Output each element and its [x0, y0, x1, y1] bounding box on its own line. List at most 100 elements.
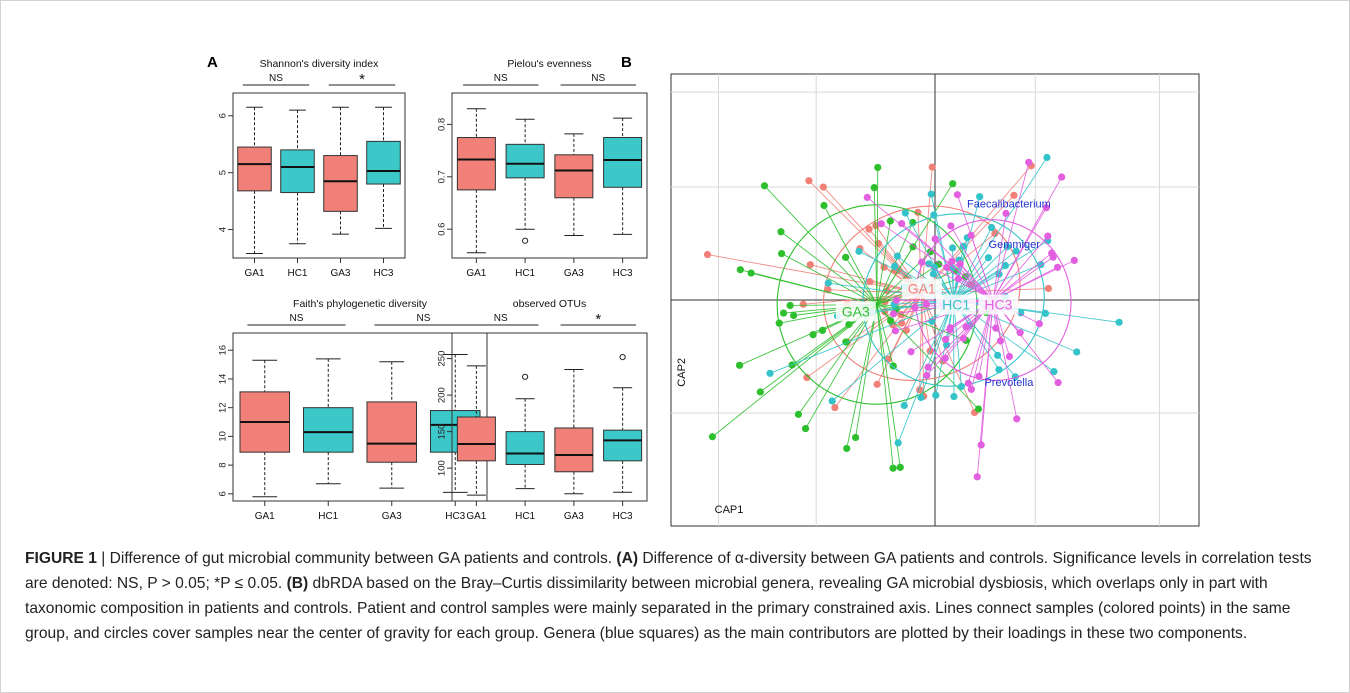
sample-point	[901, 209, 909, 217]
sample-point	[957, 382, 966, 391]
sample-point	[775, 319, 783, 327]
sample-point	[941, 354, 949, 362]
spider-line	[921, 293, 975, 413]
spider-line	[798, 304, 878, 415]
box-body	[603, 429, 643, 462]
spider-line	[934, 238, 994, 301]
y-tick-label: 0.7	[437, 170, 448, 183]
sample-point	[766, 369, 774, 377]
spider-line	[764, 185, 878, 305]
sample-point	[736, 266, 744, 274]
sample-point	[865, 225, 873, 233]
genus-label: Prevotella	[984, 377, 1034, 389]
y-tick-label: 8	[218, 462, 229, 467]
group-label: GA1	[908, 281, 936, 297]
box-body	[505, 143, 545, 179]
x-tick-label: HC1	[318, 511, 338, 522]
sample-point	[801, 424, 810, 433]
y-tick-label: 6	[218, 491, 229, 496]
sample-point	[956, 260, 964, 268]
box-ga1: GA1	[237, 106, 272, 279]
chart-title: Pielou's evenness	[507, 58, 591, 70]
sample-point	[927, 190, 935, 198]
group-label: HC1	[942, 297, 970, 313]
outlier-point	[619, 354, 626, 361]
spider-line	[855, 304, 878, 438]
sample-point	[1073, 348, 1081, 356]
caption-b-label: (B)	[286, 575, 309, 592]
box-hc1: HC1	[302, 358, 354, 522]
label-background	[936, 294, 977, 315]
sample-point	[819, 183, 827, 191]
panel-a-label: A	[207, 54, 218, 71]
x-tick-label: GA1	[255, 511, 275, 522]
y-tick-label: 16	[218, 345, 229, 356]
sample-point	[809, 331, 817, 339]
spider-line	[953, 265, 1006, 301]
sample-point	[1115, 318, 1123, 326]
caption-a-label: (A)	[616, 550, 639, 567]
sample-point	[756, 388, 764, 396]
sample-point	[863, 193, 871, 201]
spider-line	[876, 183, 954, 305]
caption-text-2: Difference of α-diversity between GA pat…	[25, 550, 1312, 592]
spider-line	[887, 293, 923, 360]
spider-line	[919, 293, 923, 390]
box-hc1: HC1	[505, 118, 545, 279]
x-tick-label: HC1	[515, 268, 535, 279]
significance-label: *	[595, 311, 601, 328]
box-body	[554, 427, 594, 473]
sample-point	[1058, 173, 1066, 181]
sample-point	[889, 310, 898, 318]
outlier-point	[522, 373, 529, 380]
sample-point	[896, 463, 904, 471]
sample-point	[948, 257, 956, 265]
group-ellipse	[862, 213, 1045, 387]
sample-point	[1012, 247, 1020, 255]
caption-text-1: Difference of gut microbial community be…	[109, 550, 617, 567]
centroid-label-ga3: GA3	[835, 301, 876, 322]
spider-line	[953, 264, 1041, 301]
sample-point	[922, 300, 930, 308]
chart-title: observed OTUs	[513, 298, 587, 310]
label-background	[901, 278, 942, 299]
plot-frame	[451, 92, 648, 259]
sample-point	[974, 405, 983, 413]
sample-point	[995, 366, 1003, 374]
box-hc3: HC3	[366, 106, 401, 279]
sample-point	[1043, 153, 1051, 162]
significance-label: NS	[494, 73, 508, 84]
sample-point	[788, 361, 796, 369]
spider-line	[950, 225, 994, 301]
box-body	[366, 401, 418, 463]
sample-point	[984, 254, 993, 262]
spider-line	[845, 257, 878, 305]
y-tick-label: 5	[218, 170, 229, 175]
centroid-label-ga1: GA1	[901, 278, 942, 299]
spider-line	[992, 235, 1049, 301]
spider-line	[707, 254, 922, 294]
sample-point	[894, 439, 902, 447]
sample-point	[892, 296, 901, 304]
box-body	[456, 416, 496, 462]
caption-separator: |	[96, 550, 110, 567]
spider-line	[780, 231, 878, 305]
spider-line	[876, 220, 891, 305]
sample-point	[987, 223, 996, 232]
y-tick-label: 250	[437, 351, 448, 367]
y-tick-label: 14	[218, 374, 229, 385]
x-tick-label: HC1	[287, 268, 307, 279]
spider-line	[831, 299, 954, 402]
sample-point	[964, 379, 972, 387]
dbrda-panel: GA1 GA3 HC1 HC3 Faecalibacterium Gemmiger Prev…	[670, 73, 1200, 527]
sample-point	[1042, 204, 1050, 212]
plot-frame	[232, 92, 406, 259]
genus-label: Gemmiger	[989, 239, 1041, 251]
box-ga3: GA3	[554, 133, 594, 279]
label-background	[835, 301, 876, 322]
box-ga1: GA1	[239, 359, 291, 522]
sample-point	[1013, 415, 1021, 423]
sample-point	[929, 270, 937, 278]
